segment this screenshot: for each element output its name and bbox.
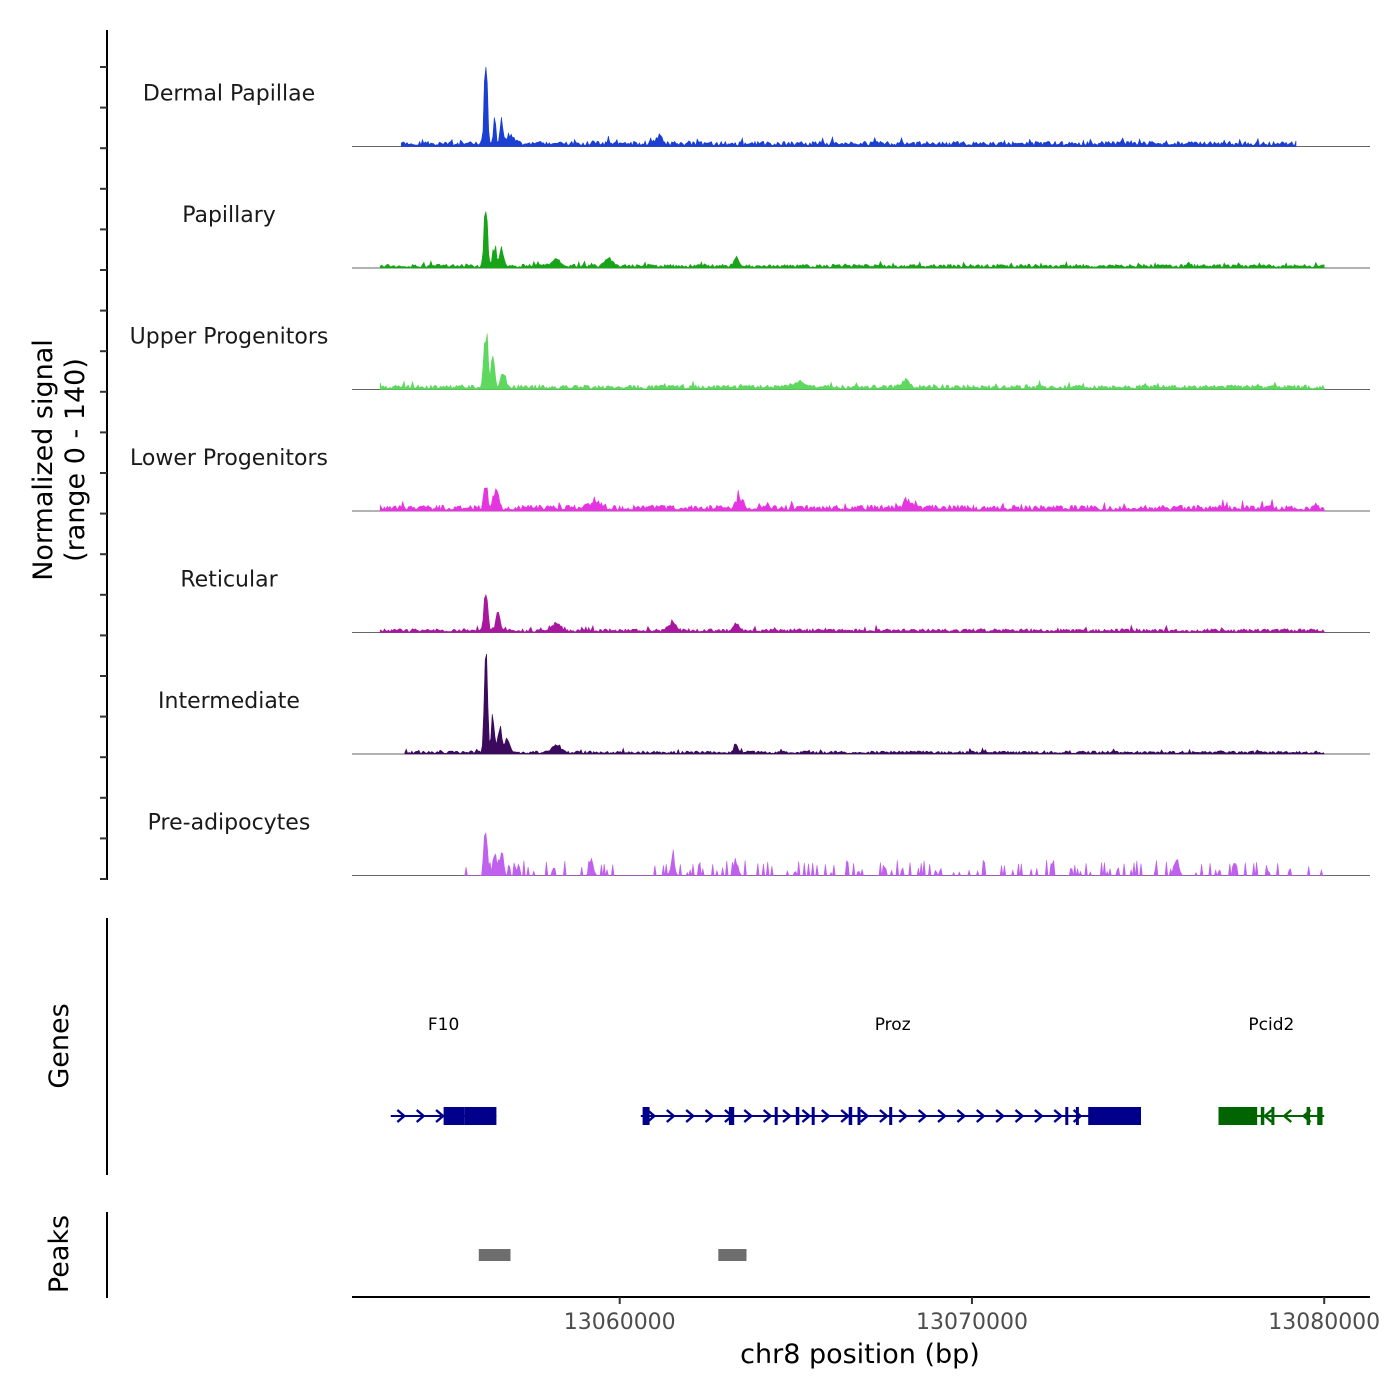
gene-track: F10 Proz Pcid2: [390, 1015, 1325, 1125]
gene-exon: [1075, 1107, 1079, 1125]
y-axis-title-line2: (range 0 - 140): [60, 358, 91, 562]
signal-area: [404, 653, 1325, 755]
y-axis-title-line1: Normalized signal: [28, 339, 59, 581]
track-label: Upper Progenitors: [130, 325, 329, 350]
strand-chevron: [646, 1109, 657, 1123]
strand-chevron: [685, 1109, 696, 1123]
gene-exon: [1260, 1107, 1265, 1125]
strand-chevron: [743, 1109, 754, 1123]
coverage-tracks: Dermal Papillae Papillary Upper Progenitor…: [130, 66, 1370, 877]
gene-label: Pcid2: [1248, 1015, 1294, 1035]
track-reticular: Reticular: [180, 568, 1370, 633]
strand-chevron: [704, 1109, 715, 1123]
x-tick-label: 13060000: [564, 1310, 676, 1335]
x-axis-ticks: 13060000 13070000 13080000: [564, 1297, 1380, 1335]
gene-coding-block: [464, 1107, 497, 1125]
gene-exon: [889, 1107, 893, 1125]
peaks-track-title: Peaks: [44, 1215, 75, 1293]
strand-chevron: [1034, 1109, 1044, 1123]
gene-exon: [811, 1107, 815, 1125]
track-label: Papillary: [182, 203, 276, 228]
peak-region: [478, 1249, 511, 1261]
track-dermal-papillae: Dermal Papillae: [143, 66, 1370, 147]
track-label: Reticular: [180, 568, 278, 593]
gene-exon: [1271, 1107, 1275, 1125]
strand-chevron: [859, 1109, 870, 1123]
signal-area: [401, 66, 1297, 147]
strand-chevron: [1053, 1109, 1064, 1123]
gene-exon: [1065, 1107, 1069, 1125]
strand-chevron: [820, 1109, 831, 1123]
gene-f10: [640, 1107, 1142, 1125]
track-pre-adipocytes: Pre-adipocytes: [148, 811, 1370, 877]
track-label: Intermediate: [158, 689, 300, 714]
peak-track: [478, 1249, 747, 1261]
x-tick-label: 13070000: [916, 1310, 1028, 1335]
track-label: Lower Progenitors: [130, 446, 328, 471]
gene-exon: [848, 1107, 853, 1125]
peak-region: [718, 1249, 747, 1261]
track-papillary: Papillary: [182, 203, 1370, 269]
strand-chevron: [1014, 1109, 1025, 1123]
gene-exon: [795, 1107, 800, 1125]
gene-coding-block: [1088, 1107, 1141, 1125]
signal-area: [464, 831, 1325, 877]
x-tick-label: 13080000: [1268, 1310, 1380, 1335]
track-lower-progenitors: Lower Progenitors: [130, 446, 1370, 512]
strand-chevron: [937, 1109, 947, 1123]
strand-chevron: [898, 1109, 909, 1123]
strand-chevron: [956, 1109, 967, 1123]
strand-chevron: [1263, 1109, 1273, 1123]
genes-track-title: Genes: [44, 1003, 75, 1088]
gene-label: F10: [428, 1015, 459, 1035]
signal-area: [379, 593, 1325, 633]
strand-chevron: [782, 1109, 792, 1123]
gene-exon: [774, 1107, 778, 1125]
x-axis-title: chr8 position (bp): [740, 1339, 980, 1370]
strand-chevron: [879, 1109, 889, 1123]
gene-exon: [443, 1107, 465, 1125]
gene-exon: [1306, 1107, 1311, 1125]
strand-chevron: [396, 1109, 407, 1123]
signal-area: [379, 211, 1325, 269]
strand-chevron: [435, 1109, 445, 1123]
gene-exon: [857, 1107, 861, 1125]
strand-chevron: [840, 1109, 850, 1123]
gene-label: Proz: [875, 1015, 911, 1035]
track-label: Dermal Papillae: [143, 82, 315, 107]
strand-chevron: [801, 1109, 812, 1123]
strand-chevron: [1282, 1109, 1293, 1123]
gene-coding-block: [1218, 1107, 1258, 1125]
gene-proz: [390, 1107, 497, 1125]
strand-chevron: [995, 1109, 1005, 1123]
gene-exon: [1317, 1107, 1323, 1125]
signal-area: [379, 333, 1325, 390]
strand-chevron: [762, 1109, 773, 1123]
gene-exon: [642, 1107, 650, 1125]
strand-chevron: [917, 1109, 928, 1123]
gene-pcid2: [1218, 1107, 1325, 1125]
track-intermediate: Intermediate: [158, 653, 1370, 755]
strand-chevron: [415, 1109, 426, 1123]
signal-area: [379, 487, 1325, 512]
coverage-y-ticks: [100, 66, 107, 880]
gene-exon: [728, 1107, 735, 1125]
strand-chevron: [975, 1109, 986, 1123]
track-label: Pre-adipocytes: [148, 811, 311, 836]
strand-chevron: [666, 1109, 676, 1123]
track-upper-progenitors: Upper Progenitors: [130, 325, 1370, 390]
